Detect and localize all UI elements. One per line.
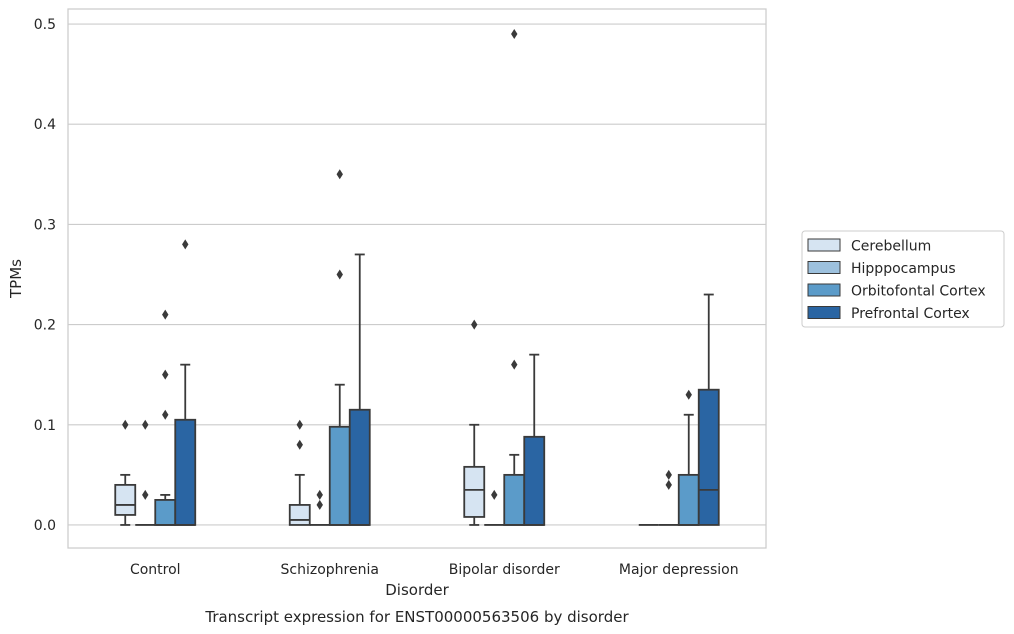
box-hipppocampus: [309, 489, 330, 526]
outlier-point: [182, 239, 189, 250]
outlier-point: [296, 439, 303, 450]
legend-swatch: [807, 283, 841, 297]
legend-label: Cerebellum: [851, 239, 931, 255]
chart-caption: Transcript expression for ENST0000056350…: [204, 608, 629, 626]
gridlines: [68, 23, 766, 526]
box-prefrontal-cortex: [348, 253, 371, 526]
outlier-point: [316, 499, 323, 510]
y-tick-label: 0.5: [34, 17, 56, 33]
box-body: [677, 473, 700, 526]
y-tick-label: 0.1: [34, 418, 56, 434]
box-cerebellum: [288, 419, 311, 526]
box-prefrontal-cortex: [697, 293, 720, 526]
y-tick-label: 0.4: [34, 117, 56, 133]
box-hipppocampus: [135, 419, 156, 526]
legend-frame: [801, 230, 1005, 328]
outlier-point: [162, 409, 169, 420]
y-tick-label: 0.2: [34, 318, 56, 334]
box-body: [503, 473, 526, 526]
box-body: [348, 408, 371, 526]
box-orbitofontal-cortex: [154, 309, 177, 526]
box-prefrontal-cortex: [523, 353, 546, 526]
y-axis-label: TPMs: [7, 259, 25, 299]
outlier-point: [665, 479, 672, 490]
x-tick-label: Schizophrenia: [281, 562, 379, 578]
box-body: [463, 465, 486, 518]
box-body: [328, 425, 351, 526]
box-body: [174, 418, 197, 526]
outlier-point: [336, 169, 343, 180]
box-body: [114, 483, 137, 516]
outlier-point: [471, 319, 478, 330]
legend-label: Prefrontal Cortex: [851, 306, 970, 322]
legend-label: Hipppocampus: [851, 261, 956, 277]
outlier-point: [162, 369, 169, 380]
plot-frame: [67, 8, 767, 549]
box-orbitofontal-cortex: [328, 169, 351, 526]
box-body: [523, 435, 546, 526]
box-body: [697, 388, 720, 526]
box-cerebellum: [114, 419, 137, 526]
y-tick-label: 0.3: [34, 217, 56, 233]
outlier-point: [685, 389, 692, 400]
outlier-point: [665, 469, 672, 480]
outlier-point: [336, 269, 343, 280]
outlier-point: [142, 489, 149, 500]
outlier-point: [162, 309, 169, 320]
legend: Cerebellum Hipppocampus Orbitofontal Corte…: [801, 230, 1005, 328]
box-hipppocampus: [484, 489, 505, 526]
x-tick-label: Major depression: [619, 562, 739, 578]
outlier-point: [491, 489, 498, 500]
legend-swatch: [807, 306, 841, 319]
box-body: [154, 499, 177, 526]
outlier-point: [142, 419, 149, 430]
y-tick-label: 0.0: [34, 518, 56, 534]
y-axis-ticks: 0.0 0.1 0.2 0.3 0.4 0.5: [34, 17, 56, 534]
x-tick-label: Control: [130, 562, 181, 578]
x-axis-ticks: Control Schizophrenia Bipolar disorder Majo…: [130, 562, 739, 578]
outlier-point: [122, 419, 129, 430]
x-tick-label: Bipolar disorder: [449, 562, 560, 578]
box-hipppocampus: [658, 469, 679, 526]
legend-label: Orbitofontal Cortex: [851, 284, 986, 300]
outlier-point: [511, 359, 518, 370]
box-orbitofontal-cortex: [503, 29, 526, 526]
legend-swatch: [807, 261, 841, 274]
box-prefrontal-cortex: [174, 239, 197, 526]
outlier-point: [316, 489, 323, 500]
box-orbitofontal-cortex: [677, 389, 700, 526]
outlier-point: [296, 419, 303, 430]
outlier-point: [511, 29, 518, 40]
box-body: [288, 504, 311, 526]
x-axis-label: Disorder: [385, 581, 449, 599]
box-cerebellum: [463, 319, 486, 526]
legend-swatch: [807, 238, 841, 252]
box-groups: [114, 29, 720, 526]
